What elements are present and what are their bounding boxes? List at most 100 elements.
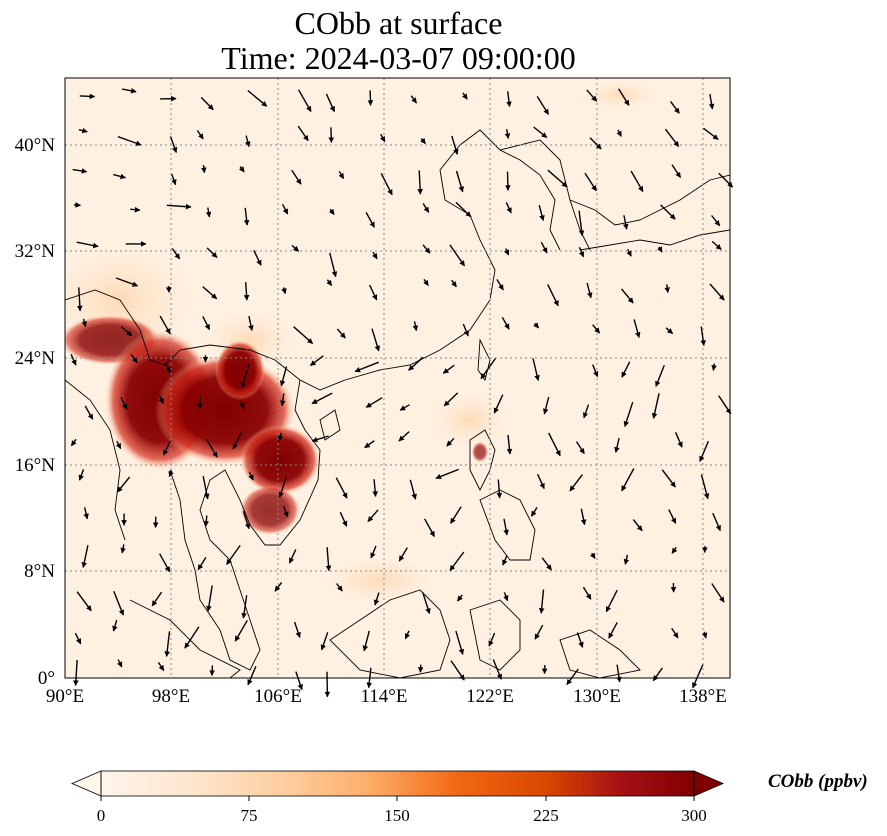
wind-arrow bbox=[547, 284, 559, 307]
wind-arrow bbox=[328, 208, 335, 215]
wind-arrow bbox=[329, 252, 338, 278]
colorbar: 0 75 150 225 300 CObb (ppbv) bbox=[70, 770, 868, 825]
wind-arrow bbox=[530, 507, 538, 517]
wind-arrow bbox=[74, 632, 82, 645]
lat-tick-label: 0° bbox=[38, 668, 55, 689]
wind-arrow bbox=[291, 244, 300, 252]
wind-arrow bbox=[326, 279, 333, 286]
wind-arrow bbox=[505, 202, 512, 214]
wind-arrow bbox=[339, 511, 348, 527]
wind-arrow bbox=[380, 172, 393, 196]
lat-tick-label: 16°N bbox=[15, 455, 56, 476]
wind-arrow bbox=[580, 508, 587, 526]
lat-tick-label: 40°N bbox=[15, 135, 56, 156]
wind-arrow bbox=[592, 364, 599, 378]
wind-arrow bbox=[238, 166, 245, 173]
wind-arrow bbox=[626, 248, 632, 257]
wind-arrow bbox=[623, 554, 630, 565]
wind-arrow bbox=[164, 631, 171, 657]
wind-arrow bbox=[608, 622, 618, 639]
wind-arrow bbox=[201, 165, 207, 174]
wind-arrow bbox=[372, 251, 378, 260]
wind-arrow bbox=[364, 440, 375, 449]
wind-arrow bbox=[435, 468, 459, 480]
wind-arrow bbox=[115, 440, 122, 450]
wind-arrow bbox=[293, 326, 314, 345]
wind-arrow bbox=[548, 432, 561, 457]
wind-arrow bbox=[202, 286, 218, 300]
wind-arrow bbox=[503, 248, 510, 256]
map-frame bbox=[64, 77, 731, 679]
wind-arrow bbox=[325, 93, 336, 113]
wind-arrow bbox=[325, 547, 332, 572]
wind-arrow bbox=[84, 405, 94, 420]
wind-arrow bbox=[657, 246, 663, 253]
wind-arrow bbox=[165, 285, 172, 293]
wind-arrow bbox=[621, 468, 635, 492]
wind-arrow bbox=[73, 659, 79, 686]
wind-arrow bbox=[541, 557, 552, 571]
wind-arrow bbox=[196, 130, 204, 140]
wind-arrow bbox=[711, 215, 721, 227]
wind-arrow bbox=[241, 595, 248, 619]
wind-arrow bbox=[718, 395, 732, 415]
wind-arrow bbox=[81, 545, 89, 568]
wind-arrow bbox=[632, 519, 643, 532]
wind-arrow bbox=[420, 137, 426, 145]
wind-arrow bbox=[533, 322, 540, 329]
wind-arrow bbox=[451, 135, 459, 155]
wind-arrow bbox=[412, 321, 419, 332]
wind-arrow bbox=[462, 92, 468, 100]
wind-arrow bbox=[575, 441, 585, 455]
wind-arrow bbox=[540, 241, 548, 254]
wind-arrow bbox=[362, 630, 370, 652]
wind-arrow bbox=[462, 323, 469, 337]
wind-arrow bbox=[674, 432, 683, 448]
wind-arrow bbox=[449, 244, 466, 267]
wind-arrow bbox=[243, 207, 250, 226]
colorbar-tick-label: 0 bbox=[97, 806, 106, 825]
wind-arrow bbox=[651, 393, 660, 419]
wind-arrow bbox=[371, 328, 381, 352]
wind-arrow bbox=[410, 95, 418, 104]
wind-arrow bbox=[274, 581, 283, 592]
wind-arrow bbox=[112, 619, 118, 632]
wind-arrow bbox=[450, 506, 462, 524]
wind-arrow bbox=[367, 90, 374, 106]
wind-arrow bbox=[708, 93, 715, 110]
wind-arrow bbox=[492, 659, 503, 680]
wind-arrow bbox=[171, 173, 177, 186]
wind-arrow bbox=[652, 667, 663, 682]
lon-tick-labels: 90°E 98°E 106°E 114°E 122°E 130°E 138°E bbox=[46, 686, 727, 707]
wind-arrow bbox=[205, 439, 218, 458]
wind-arrow bbox=[699, 440, 710, 462]
wind-arrow bbox=[423, 278, 429, 286]
wind-arrow bbox=[493, 394, 504, 414]
wind-arrow bbox=[373, 592, 380, 606]
wind-arrow bbox=[338, 171, 345, 180]
lon-tick-label: 90°E bbox=[46, 686, 84, 707]
wind-arrow bbox=[451, 279, 457, 288]
wind-arrow bbox=[422, 244, 431, 254]
lat-tick-label: 24°N bbox=[15, 348, 56, 369]
wind-arrow bbox=[242, 510, 251, 530]
wind-arrow bbox=[671, 627, 679, 639]
wind-arrow bbox=[589, 552, 596, 559]
wind-arrow bbox=[712, 512, 721, 532]
wind-arrow bbox=[130, 353, 138, 364]
wind-arrow bbox=[534, 624, 544, 640]
wind-arrow bbox=[168, 470, 174, 478]
wind-arrow bbox=[159, 315, 171, 335]
wind-arrow bbox=[232, 431, 243, 450]
wind-arrow bbox=[281, 287, 287, 295]
wind-arrow bbox=[311, 435, 329, 443]
wind-arrow bbox=[365, 212, 376, 228]
map-subtitle: Time: 2024-03-07 09:00:00 bbox=[221, 40, 576, 76]
wind-arrow bbox=[278, 476, 287, 498]
wind-arrow bbox=[113, 173, 127, 180]
wind-arrow bbox=[120, 544, 126, 554]
wind-arrow bbox=[671, 164, 682, 178]
wind-arrow bbox=[70, 438, 77, 447]
wind-arrow bbox=[83, 507, 89, 520]
